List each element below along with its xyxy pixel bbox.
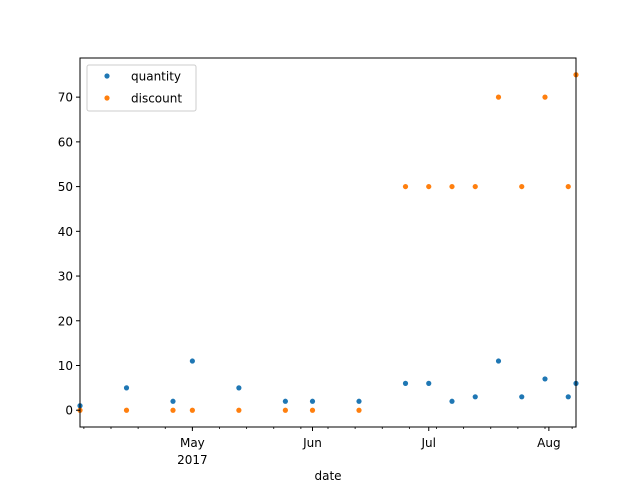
quantity-point (472, 394, 478, 400)
discount-point (236, 407, 242, 413)
y-axis: 0 10 20 30 40 50 60 70 (58, 91, 80, 418)
quantity-point (170, 398, 176, 404)
x-tick-label: Jul (421, 436, 436, 450)
x-axis: May 2017 Jun Jul Aug (83, 427, 573, 467)
y-tick-label: 40 (58, 225, 73, 239)
discount-point (282, 407, 288, 413)
y-tick-label: 50 (58, 180, 73, 194)
quantity-point (449, 398, 455, 404)
discount-point (402, 183, 409, 190)
x-axis-label: date (314, 469, 341, 480)
discount-point (449, 183, 455, 190)
quantity-point (236, 385, 242, 391)
quantity-point (282, 398, 288, 404)
y-tick-label: 0 (65, 404, 73, 418)
quantity-point (123, 385, 130, 391)
discount-point (426, 183, 432, 190)
discount-point (565, 183, 571, 190)
quantity-point (519, 394, 525, 400)
quantity-point (309, 398, 316, 404)
discount-point (123, 407, 130, 413)
x-tick-sublabel: 2017 (177, 453, 208, 467)
y-tick-label: 10 (58, 359, 73, 373)
quantity-point (426, 380, 432, 386)
discount-point (356, 407, 362, 413)
quantity-point (495, 358, 502, 364)
x-tick-label: Aug (537, 436, 560, 450)
y-tick-label: 20 (58, 314, 73, 328)
discount-point (309, 407, 316, 413)
x-tick-label: May (180, 436, 205, 450)
legend-label-quantity: quantity (131, 70, 181, 84)
quantity-point (565, 394, 571, 400)
discount-point (170, 407, 176, 413)
chart-marks (77, 72, 579, 413)
discount-point (472, 183, 478, 190)
discount-point (519, 183, 525, 190)
discount-point (189, 407, 195, 413)
legend: quantity discount (86, 64, 197, 112)
x-tick-label: Jun (302, 436, 322, 450)
y-tick-label: 70 (58, 91, 73, 105)
plot-frame (79, 57, 577, 428)
legend-marker-quantity (104, 73, 110, 79)
discount-point (495, 94, 502, 100)
y-tick-label: 60 (58, 135, 73, 149)
legend-marker-discount (104, 95, 110, 101)
quantity-point (542, 376, 548, 382)
legend-box (86, 64, 197, 112)
discount-point (542, 94, 548, 100)
legend-label-discount: discount (131, 92, 182, 106)
quantity-point (402, 380, 409, 386)
y-tick-label: 30 (58, 270, 73, 284)
quantity-point (189, 358, 195, 364)
quantity-point (356, 398, 362, 404)
